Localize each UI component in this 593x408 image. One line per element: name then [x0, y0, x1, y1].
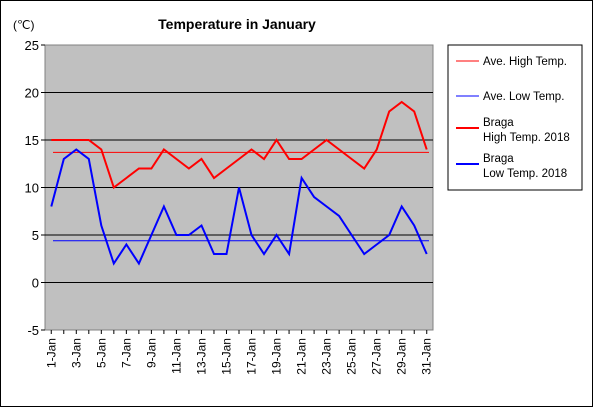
x-tick-label: 31-Jan	[420, 338, 434, 375]
y-tick-label: 10	[25, 181, 39, 196]
x-tick-label: 9-Jan	[144, 338, 158, 368]
x-tick-label: 1-Jan	[44, 338, 58, 368]
x-tick-label: 27-Jan	[370, 338, 384, 375]
x-tick-label: 7-Jan	[119, 338, 133, 368]
x-tick-label: 17-Jan	[245, 338, 259, 375]
series-line	[50, 148, 428, 266]
legend-label: High Temp. 2018	[483, 132, 570, 144]
x-tick-label: 29-Jan	[395, 338, 409, 375]
legend-label: Braga	[483, 153, 514, 165]
x-tick-labels: 1-Jan 3-Jan 5-Jan 7-Jan 9-Jan 11-Jan 13-Jan 15-…	[44, 338, 433, 375]
y-tick-label: 5	[32, 228, 39, 243]
x-tick-label: 19-Jan	[270, 338, 284, 375]
average-lines	[53, 151, 429, 242]
series-lines	[50, 100, 428, 266]
y-tick-label: -5	[27, 323, 39, 338]
legend-label: Low Temp. 2018	[483, 168, 567, 180]
x-tick-label: 23-Jan	[320, 338, 334, 375]
legend-entries: Ave. High Temp. Ave. Low Temp. Braga High T…	[456, 56, 570, 180]
y-tick-label: 0	[32, 276, 39, 291]
legend-box	[447, 44, 583, 191]
x-tick-label: 21-Jan	[295, 338, 309, 375]
chart-title: Temperature in January	[158, 16, 316, 32]
y-tick-labels: -5 0 5 10 15 20 25	[25, 38, 39, 338]
x-tick-label: 3-Jan	[69, 338, 83, 368]
legend-label: Ave. Low Temp.	[483, 91, 564, 103]
legend-label: Ave. High Temp.	[483, 56, 567, 68]
y-tick-label: 25	[25, 38, 39, 53]
y-tick-label: 20	[25, 86, 39, 101]
series-line	[51, 100, 428, 190]
x-tick-label: 13-Jan	[194, 338, 208, 375]
x-tick-label: 25-Jan	[345, 338, 359, 375]
unit-label: (℃)	[13, 18, 34, 32]
x-tick-label: 5-Jan	[94, 338, 108, 368]
x-tick-label: 11-Jan	[169, 338, 183, 374]
y-tick-label: 15	[25, 133, 39, 148]
x-tick-label: 15-Jan	[219, 338, 233, 375]
legend-label: Braga	[483, 117, 514, 129]
